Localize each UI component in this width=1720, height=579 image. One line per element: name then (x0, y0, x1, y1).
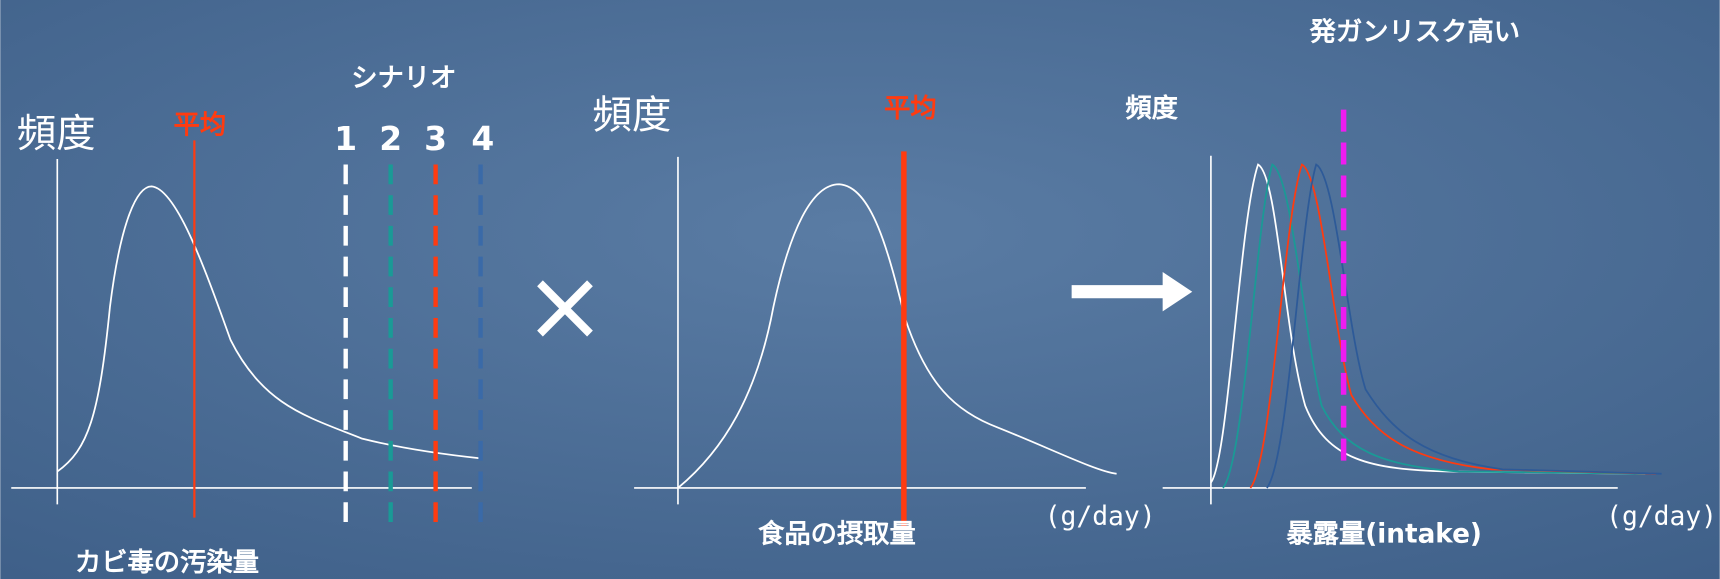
unit: (g/day) (1606, 502, 1717, 532)
x-label: 暴露量(intake) (1286, 520, 1482, 550)
operator: × (524, 248, 607, 363)
risk-title: 発ガンリスク高い (1309, 16, 1520, 47)
scenario-number: 3 (424, 119, 447, 158)
exposure-curve (1222, 163, 1646, 489)
panel-intake: 頻度 平均 食品の摂取量 (g/day) (592, 92, 1155, 549)
arrow (1071, 271, 1193, 312)
panel-exposure: 発ガンリスク高い 頻度 暴露量(intake) (g/day) (1125, 16, 1717, 549)
scenario-number: 1 (334, 119, 357, 158)
distribution-curve (677, 183, 1117, 489)
scenario-number: 4 (471, 119, 494, 158)
scenario-title: シナリオ (351, 63, 456, 93)
mean-label: 平均 (174, 111, 227, 141)
distribution-curve (56, 185, 481, 473)
exposure-curve (1210, 163, 1646, 484)
mean-label: 平均 (884, 94, 937, 124)
exposure-curve (1266, 163, 1662, 489)
unit: (g/day) (1045, 502, 1156, 532)
x-label: 食品の摂取量 (758, 519, 916, 550)
x-label: カビ毒の汚染量 (75, 548, 259, 578)
scenario-number: 2 (379, 119, 402, 158)
panel-contamination: 頻度 平均 シナリオ 1 2 3 4 カビ毒の汚染量 (11, 63, 494, 578)
y-label: 頻度 (592, 92, 671, 138)
exposure-curve (1249, 163, 1657, 489)
y-label: 頻度 (17, 111, 96, 157)
y-label: 頻度 (1125, 93, 1178, 124)
